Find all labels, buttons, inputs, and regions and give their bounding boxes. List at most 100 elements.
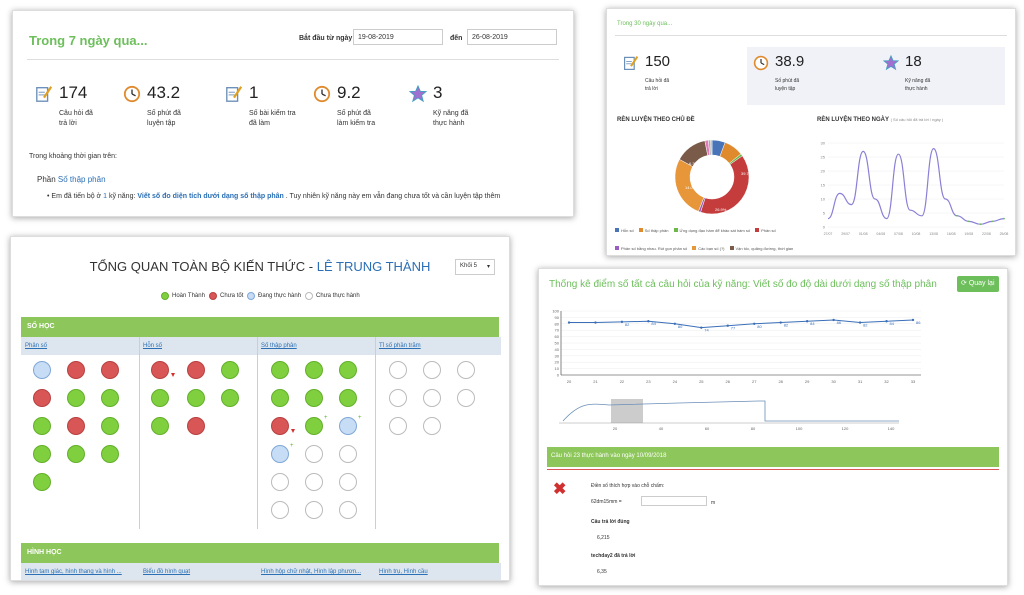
skill-ball[interactable] <box>339 501 357 519</box>
skill-ball[interactable] <box>339 361 357 379</box>
stat-label-line2: thực hành <box>905 86 928 92</box>
legend-item[interactable]: Vận tốc, quãng đường, thời gian <box>729 245 794 252</box>
progress-count: 1 <box>103 193 107 200</box>
skill-ball[interactable] <box>271 361 289 379</box>
skill-ball[interactable] <box>67 445 85 463</box>
col-percentages[interactable]: Tỉ số phần trăm <box>375 337 501 355</box>
column-divider <box>375 337 376 529</box>
y-tick-label: 0 <box>557 373 560 378</box>
skill-ball[interactable] <box>221 389 239 407</box>
skill-ball[interactable] <box>271 445 289 463</box>
stat-value: 150 <box>645 53 671 70</box>
skill-ball[interactable] <box>339 417 357 435</box>
navigator-tick: 140 <box>888 426 895 431</box>
legend-label: Vận tốc, quãng đường, thời gian <box>735 246 794 251</box>
skill-ball[interactable] <box>305 389 323 407</box>
topic-link[interactable]: Số thập phân <box>57 175 106 184</box>
skill-ball[interactable] <box>101 417 119 435</box>
skill-ball[interactable] <box>33 417 51 435</box>
skill-ball[interactable] <box>33 473 51 491</box>
col-mixed-numbers[interactable]: Hỗn số <box>139 337 257 355</box>
skill-ball[interactable] <box>187 417 205 435</box>
skill-ball[interactable] <box>101 361 119 379</box>
answer-input[interactable] <box>641 496 707 506</box>
column-divider <box>257 337 258 529</box>
weekly-title: Trong 7 ngày qua... <box>29 33 148 48</box>
score-point <box>673 322 677 325</box>
skill-ball[interactable] <box>151 417 169 435</box>
unit-label: m <box>711 500 716 506</box>
progress-skill-link[interactable]: Viết số đo diện tích dưới dạng số thập p… <box>137 193 284 200</box>
skill-ball[interactable] <box>101 389 119 407</box>
score-point <box>567 321 571 324</box>
col-pie-chart[interactable]: Biểu đồ hình quạt <box>139 563 257 580</box>
skill-ball[interactable] <box>305 473 323 491</box>
skill-ball[interactable] <box>67 389 85 407</box>
skill-ball[interactable] <box>339 389 357 407</box>
skill-ball[interactable] <box>187 389 205 407</box>
col-cylinders[interactable]: Hình trụ, Hình cầu <box>375 563 501 580</box>
end-date-input[interactable] <box>467 29 557 45</box>
navigator-chart[interactable]: 20 40 60 80 100 120 140 <box>559 397 919 437</box>
correct-label: Câu trả lời đúng <box>591 519 630 525</box>
skill-ball[interactable] <box>271 473 289 491</box>
skill-ball[interactable] <box>271 417 289 435</box>
skill-ball[interactable] <box>221 361 239 379</box>
col-triangles[interactable]: Hình tam giác, hình thang và hình ... <box>21 563 139 580</box>
stat-value: 9.2 <box>337 83 361 102</box>
skill-ball[interactable] <box>151 389 169 407</box>
skill-ball[interactable] <box>33 361 51 379</box>
navigator-tick: 80 <box>751 426 756 431</box>
skill-ball[interactable] <box>423 417 441 435</box>
skill-ball[interactable] <box>305 361 323 379</box>
legend-item[interactable]: Các bạn số (?) <box>692 245 725 252</box>
skill-ball[interactable] <box>67 361 85 379</box>
legend-item[interactable]: Phân số <box>755 227 776 234</box>
skill-ball[interactable] <box>339 473 357 491</box>
skill-ball[interactable] <box>67 417 85 435</box>
skill-ball[interactable] <box>305 501 323 519</box>
skill-ball[interactable] <box>389 361 407 379</box>
skill-ball[interactable] <box>423 389 441 407</box>
legend-item[interactable]: Số thập phân <box>638 227 669 234</box>
skill-ball[interactable] <box>187 361 205 379</box>
back-button[interactable]: ⟳ Quay lại <box>957 276 999 292</box>
grade-select[interactable]: Khối 5 ▾ <box>455 259 495 275</box>
skill-ball[interactable] <box>389 389 407 407</box>
topic-line: Phần Số thập phân <box>37 175 106 184</box>
score-label: 74 <box>704 328 709 333</box>
line-subtitle: ( Số câu hỏi đã trả lời / ngày ) <box>890 117 944 122</box>
legend-dot <box>161 292 169 300</box>
skill-ball[interactable] <box>151 361 169 379</box>
skill-ball[interactable] <box>33 389 51 407</box>
skill-ball[interactable] <box>457 361 475 379</box>
score-point <box>832 318 835 322</box>
donut-label: 26.9% <box>715 207 727 212</box>
skill-ball[interactable] <box>271 389 289 407</box>
skill-ball[interactable] <box>305 445 323 463</box>
skill-ball[interactable] <box>305 417 323 435</box>
x-tick-label: 25 <box>699 379 704 384</box>
skill-ball[interactable] <box>271 501 289 519</box>
donut-label: 6.3% <box>689 161 699 166</box>
legend-item[interactable]: Ứng dụng đạo hàm để khảo sát hàm số <box>673 227 750 234</box>
col-decimals[interactable]: Số thập phân <box>257 337 375 355</box>
topic-donut-chart: 6.3% 14.0% 39.7% 26.9% <box>674 139 753 215</box>
x-tick-label: 30 <box>831 379 836 384</box>
col-cuboids[interactable]: Hình hộp chữ nhật, Hình lập phươn... <box>257 563 375 580</box>
skill-ball[interactable] <box>101 445 119 463</box>
skill-ball[interactable] <box>423 361 441 379</box>
legend-item[interactable]: Phân số bằng nhau. Rút gọn phân số <box>615 245 687 252</box>
skill-ball[interactable] <box>457 389 475 407</box>
stat-questions-answered: 150 Câu hỏi đã trả lời <box>617 47 747 105</box>
skill-ball[interactable] <box>389 417 407 435</box>
skill-score-panel: Thống kê điểm số tất cả câu hỏi của kỹ n… <box>538 268 1008 586</box>
score-point <box>700 326 703 329</box>
start-date-input[interactable] <box>353 29 443 45</box>
score-label: 82 <box>625 322 630 327</box>
col-fractions[interactable]: Phân số <box>21 337 139 355</box>
section-arithmetic: SỐ HỌC <box>21 317 499 337</box>
skill-ball[interactable] <box>33 445 51 463</box>
legend-item[interactable]: Hỗn số <box>615 227 634 234</box>
skill-ball[interactable] <box>339 445 357 463</box>
